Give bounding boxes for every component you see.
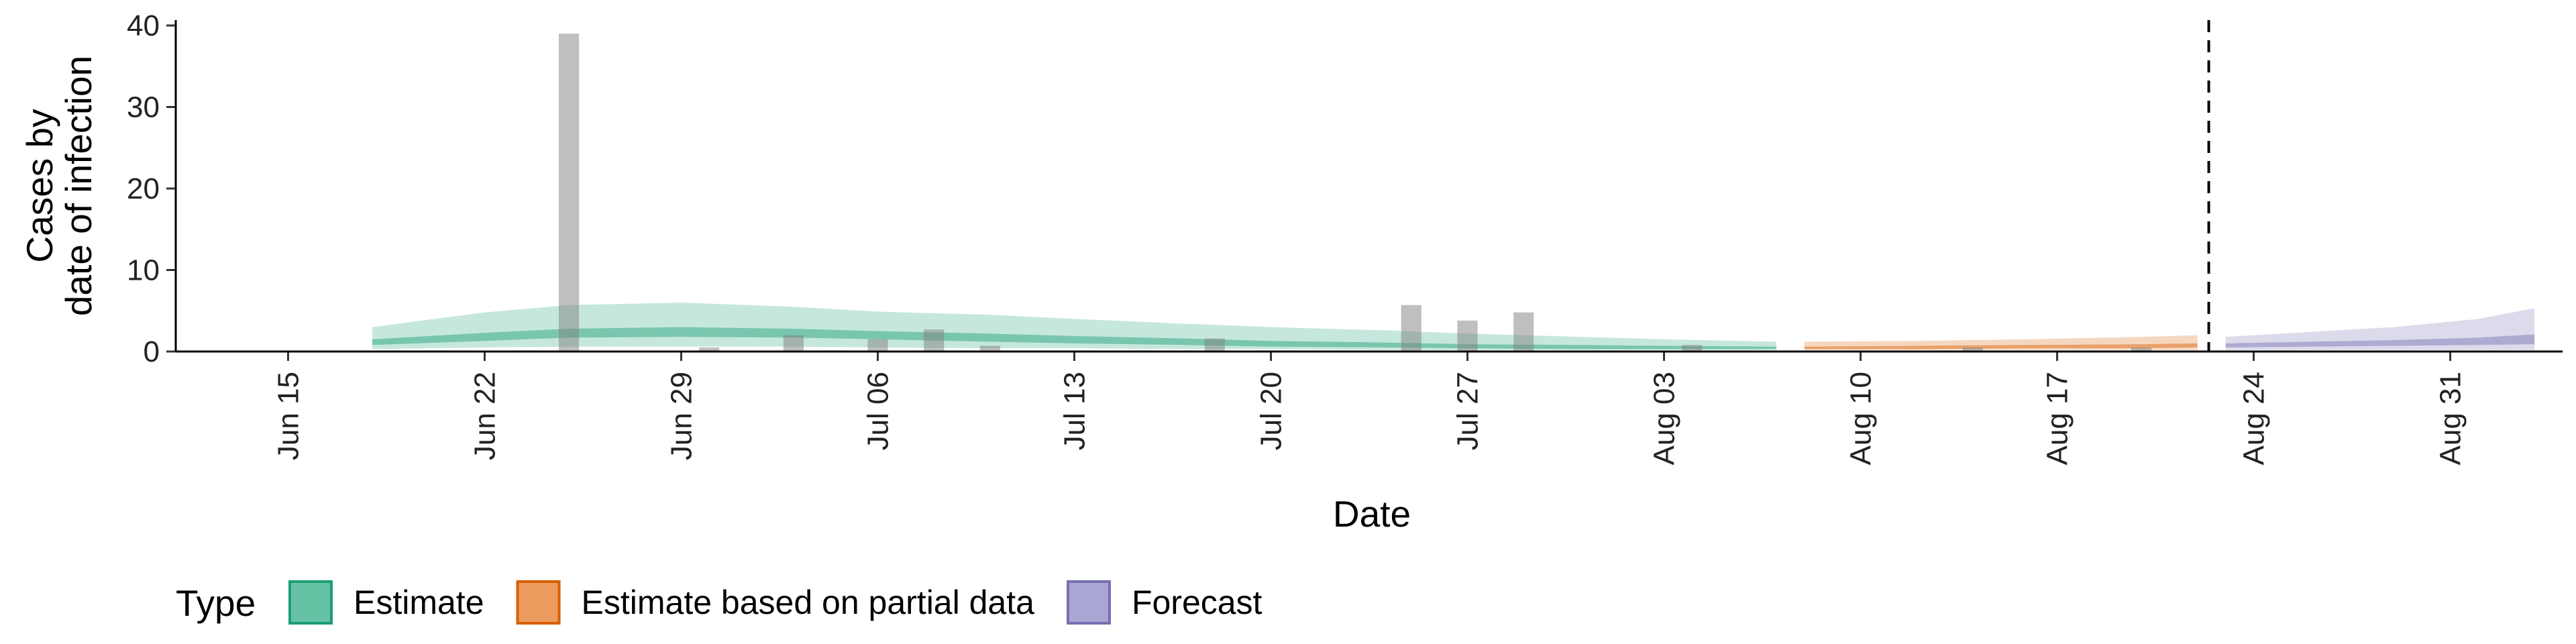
legend-label: Forecast xyxy=(1132,584,1263,621)
observed-case-bar xyxy=(1513,312,1534,352)
legend-label: Estimate xyxy=(354,584,484,621)
x-tick-label: Aug 03 xyxy=(1648,372,1681,465)
y-tick-label: 40 xyxy=(127,9,160,42)
observed-case-bar xyxy=(1401,305,1421,352)
observed-case-bar xyxy=(1457,320,1478,352)
x-tick-label: Jul 20 xyxy=(1254,372,1287,450)
y-tick-label: 10 xyxy=(127,254,160,287)
x-tick-label: Aug 31 xyxy=(2434,372,2467,465)
observed-case-bar xyxy=(924,329,945,352)
observed-case-bar xyxy=(867,339,888,352)
legend-label: Estimate based on partial data xyxy=(582,584,1035,621)
estimate-inner-band xyxy=(372,327,1776,350)
forecast-outer-band xyxy=(2225,308,2535,350)
x-tick-label: Jul 06 xyxy=(861,372,894,450)
observed-case-bar xyxy=(2131,347,2152,352)
observed-case-bar xyxy=(1962,347,1984,352)
estimate-bands xyxy=(372,303,2535,350)
legend-swatch xyxy=(288,580,333,625)
observed-case-bar xyxy=(979,345,1000,352)
legend-swatch xyxy=(516,580,561,625)
y-axis: 0 10 20 30 40 xyxy=(127,9,176,368)
x-tick-label: Aug 10 xyxy=(1845,372,1878,465)
x-axis-title: Date xyxy=(1333,493,1411,535)
y-tick-label: 0 xyxy=(144,335,160,368)
observed-case-bar xyxy=(1682,345,1703,352)
observed-case-bar xyxy=(783,335,804,352)
y-tick-label: 20 xyxy=(127,172,160,205)
x-tick-label: Jun 29 xyxy=(665,372,698,460)
observed-case-bar xyxy=(699,347,720,352)
x-axis: Jun 15 Jun 22 Jun 29 Jul 06 Jul 13 Jul 20 Jul … xyxy=(272,352,2467,465)
observed-case-bar xyxy=(558,34,580,352)
forecast-inner-band xyxy=(2225,334,2535,347)
legend-swatch xyxy=(1066,580,1111,625)
observed-cases-bars xyxy=(558,34,2152,352)
estimate-based-on-partial-data-inner-band xyxy=(1804,343,2198,350)
x-tick-label: Aug 17 xyxy=(2041,372,2074,465)
x-tick-label: Jul 13 xyxy=(1058,372,1091,450)
estimate-based-on-partial-data-outer-band xyxy=(1804,335,2198,350)
y-axis-title-line: Cases by xyxy=(19,109,60,263)
legend: Type Estimate Estimate based on partial d… xyxy=(176,580,1263,625)
estimate-outer-band xyxy=(372,303,1776,350)
x-tick-label: Aug 24 xyxy=(2238,372,2271,465)
x-tick-label: Jul 27 xyxy=(1452,372,1485,450)
x-tick-label: Jun 22 xyxy=(468,372,501,460)
y-tick-label: 30 xyxy=(127,91,160,124)
y-axis-title-line: date of infection xyxy=(58,56,99,316)
x-tick-label: Jun 15 xyxy=(272,372,305,460)
legend-title: Type xyxy=(176,582,256,624)
observed-case-bar xyxy=(1204,338,1225,352)
